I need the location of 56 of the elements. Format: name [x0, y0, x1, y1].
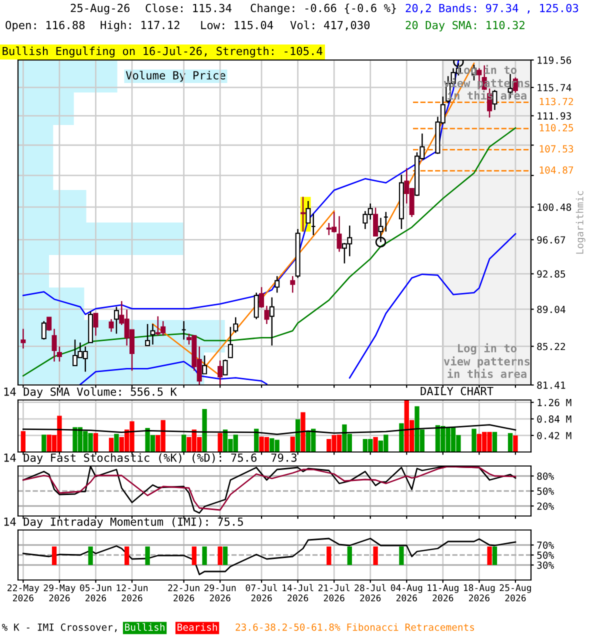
- y-tick-label: 0.84 M: [537, 415, 572, 423]
- ref-line-label: 113.72: [540, 98, 573, 106]
- legend-title: % K - IMI Crossover,: [2, 623, 117, 632]
- y-tick-label: 89.04: [537, 306, 566, 314]
- annotation: Log in to view patterns in this area: [444, 343, 530, 378]
- x-tick-label: 14-Jul 2026: [282, 584, 314, 602]
- text: 23.6-38.2-50-61.8% Fibonacci Retracements: [236, 623, 474, 631]
- chart-title: 14 Day SMA Volume: 556.5 K: [4, 387, 177, 398]
- y-tick-label: 80%: [537, 472, 554, 480]
- x-tick-label: 22-May 2026: [8, 584, 40, 602]
- x-tick-label: 29-Jun 2026: [204, 584, 236, 602]
- y-tick-label: 119.56: [538, 56, 572, 64]
- x-tick-label: 12-Jun 2026: [116, 584, 148, 602]
- y-tick-label: 111.93: [538, 112, 571, 120]
- y-tick-label: 70%: [537, 542, 554, 549]
- text: Bullish: [125, 623, 164, 631]
- y-tick-label: 115.74: [538, 84, 572, 92]
- ref-line-label: 110.25: [540, 124, 574, 132]
- text: Vol: 417,030: [290, 20, 370, 31]
- chart-title: 14 Day Intraday Momentum (IMI): 75.5: [4, 517, 243, 528]
- x-tick-label: 04-Aug 2026: [390, 584, 422, 602]
- y-tick-label: 92.85: [537, 270, 566, 278]
- y-tick-label: 20%: [537, 502, 554, 510]
- ref-line-label: 107.53: [540, 145, 574, 153]
- text: Bearish: [178, 623, 217, 631]
- y-axis-title: Logarithmic: [576, 191, 586, 254]
- x-tick-label: 18-Aug 2026: [464, 584, 495, 602]
- x-tick-label: 21-Jul 2026: [318, 584, 350, 602]
- x-tick-label: 11-Aug 2026: [428, 584, 458, 602]
- y-tick-label: 100.48: [538, 204, 572, 211]
- chart-title: 14 Day Fast Stochastic (%K) (%D): 75.6 79.3: [4, 453, 296, 464]
- y-tick-label: 85.22: [537, 342, 565, 350]
- text: High: 117.12: [100, 20, 180, 32]
- y-tick-label: 50%: [537, 488, 554, 495]
- x-tick-label: 07-Jul 2026: [246, 584, 277, 602]
- text: Change: -0.66 {-0.6 %}: [250, 4, 396, 14]
- y-tick-label: 81.41: [537, 382, 566, 389]
- y-tick-label: 30%: [537, 562, 554, 569]
- x-tick-label: 05-Jun 2026: [80, 584, 112, 602]
- y-tick-label: 50%: [537, 552, 554, 559]
- ref-line-label: 104.87: [540, 166, 574, 174]
- x-tick-label: 22-Jun 2026: [168, 584, 200, 602]
- y-tick-label: 0.42 M: [537, 432, 572, 440]
- chart-title: Bullish Engulfing on 16-Jul-26, Strength: -105.4: [2, 46, 322, 58]
- text: 20,2 Bands: 97.34 , 125.03: [406, 4, 578, 14]
- text: Open: 116.88: [6, 20, 85, 32]
- text: 25-Aug-26: [70, 4, 130, 14]
- text: DAILY CHART: [420, 386, 494, 396]
- y-tick-label: 96.67: [537, 236, 566, 244]
- y-tick-label: 1.26 M: [538, 398, 572, 406]
- x-tick-label: 25-Aug 2026: [500, 584, 531, 602]
- text: Low: 115.04: [201, 20, 274, 30]
- text: 20 Day SMA: 110.32: [406, 20, 524, 32]
- x-tick-label: 29-May 2026: [44, 584, 76, 602]
- text: Close: 115.34: [146, 4, 232, 12]
- x-tick-label: 28-Jul 2026: [354, 584, 386, 602]
